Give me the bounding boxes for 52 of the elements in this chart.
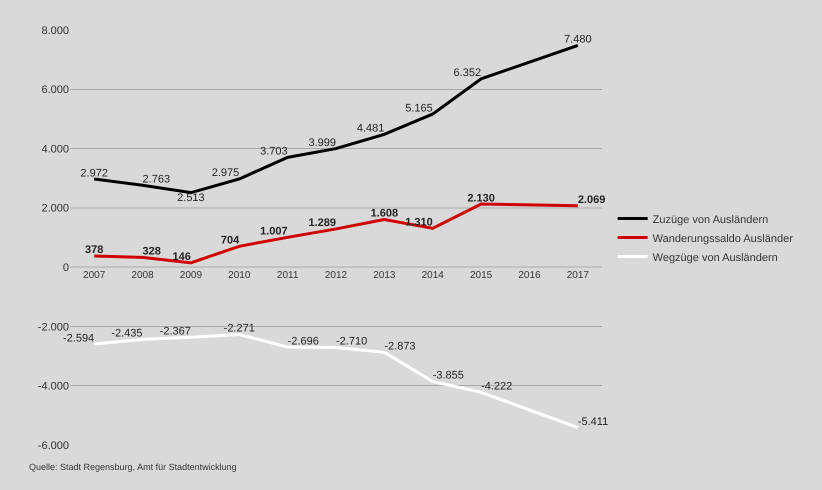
y-tick-label: 0 xyxy=(62,262,69,274)
data-label: 328 xyxy=(142,246,161,258)
x-tick-label: 2016 xyxy=(518,270,542,282)
x-tick-label: 2011 xyxy=(276,270,299,282)
x-tick-label: 2017 xyxy=(566,270,590,282)
data-label: 7.480 xyxy=(564,34,592,46)
data-label: -2.367 xyxy=(160,326,191,338)
data-label: 1.289 xyxy=(308,217,336,230)
x-tick-label: 2010 xyxy=(228,270,251,282)
x-tick-label: 2008 xyxy=(131,270,154,282)
data-label: -2.271 xyxy=(224,322,255,335)
data-label: 2.763 xyxy=(142,173,170,186)
data-label: 1.007 xyxy=(260,226,288,238)
data-label: 2.513 xyxy=(177,192,205,204)
y-tick-label: 2.000 xyxy=(41,202,69,215)
y-tick-label: 6.000 xyxy=(41,84,69,96)
x-tick-label: 2009 xyxy=(180,270,202,282)
y-tick-label: 4.000 xyxy=(41,143,69,156)
source-note: Quelle: Stadt Regensburg, Amt für Stadtentwicklung xyxy=(29,462,237,472)
legend-label: Zuzüge von Ausländern xyxy=(652,214,768,226)
data-label: 2.069 xyxy=(578,194,606,206)
data-label: 146 xyxy=(172,251,191,264)
data-label: -2.710 xyxy=(336,336,368,348)
y-tick-label: -2.000 xyxy=(38,321,69,334)
data-label: 3.999 xyxy=(308,136,336,149)
data-label: -4.222 xyxy=(481,380,512,393)
data-label: -2.435 xyxy=(111,328,143,340)
data-label: -2.873 xyxy=(384,340,416,353)
data-label: 2.972 xyxy=(80,167,108,180)
data-label: 1.608 xyxy=(370,208,398,220)
x-tick-label: 2013 xyxy=(373,270,396,282)
data-label: 704 xyxy=(220,234,240,247)
data-label: -5.411 xyxy=(578,416,608,428)
legend-label: Wanderungssaldo Ausländer xyxy=(652,232,794,245)
data-label: 5.165 xyxy=(405,102,433,114)
data-label: 2.130 xyxy=(467,192,495,204)
y-tick-label: 8.000 xyxy=(41,24,69,37)
data-label: 2.975 xyxy=(212,167,240,180)
legend-label: Wegzüge von Ausländern xyxy=(652,252,778,264)
data-label: 4.481 xyxy=(356,122,384,135)
data-label: -2.594 xyxy=(62,332,94,344)
data-label: 6.352 xyxy=(454,67,482,80)
x-tick-label: 2007 xyxy=(83,270,106,282)
y-tick-label: -4.000 xyxy=(38,380,69,393)
data-label: 378 xyxy=(85,244,104,256)
data-label: -2.696 xyxy=(288,335,319,348)
x-tick-label: 2014 xyxy=(422,270,444,282)
data-label: -3.855 xyxy=(432,370,464,382)
x-tick-label: 2015 xyxy=(470,270,493,282)
y-tick-label: -6.000 xyxy=(38,440,69,452)
x-tick-label: 2012 xyxy=(324,270,348,282)
data-label: 3.703 xyxy=(260,146,288,158)
